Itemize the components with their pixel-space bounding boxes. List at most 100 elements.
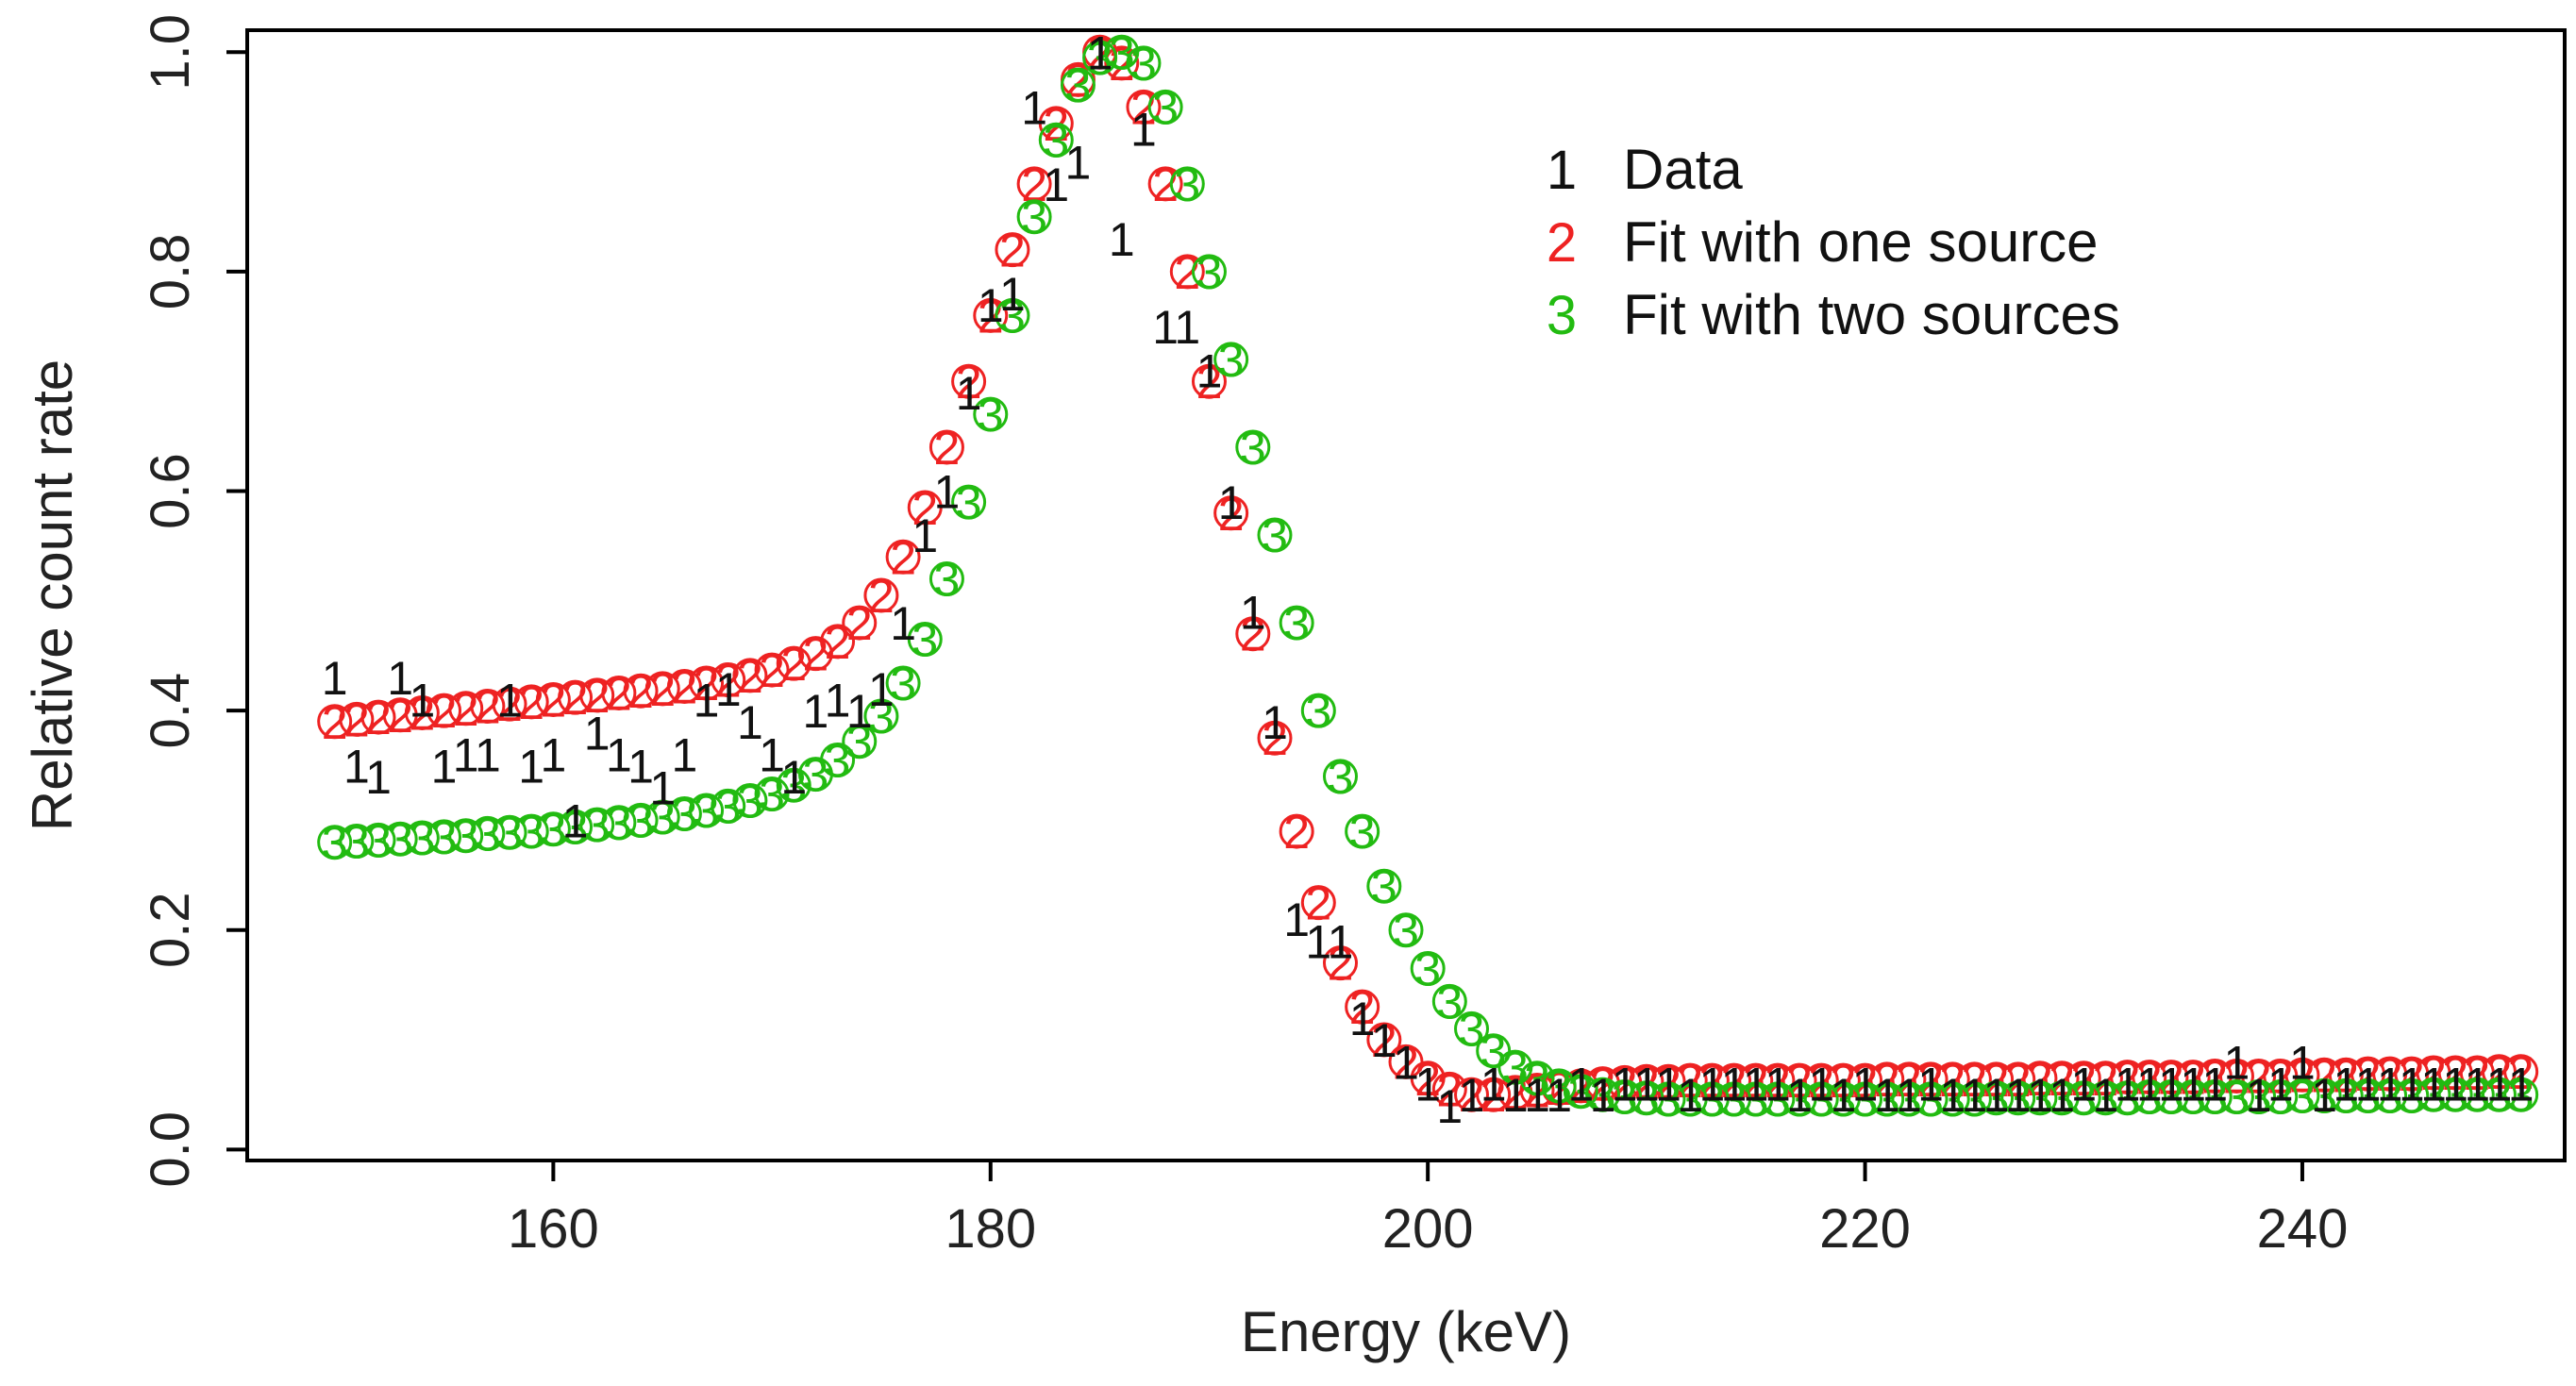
point-marker [2416, 1055, 2451, 1091]
point-label: 1 [1283, 893, 1310, 946]
point-marker [1235, 429, 1271, 465]
point-marker [1257, 720, 1293, 756]
point-marker [1956, 1081, 1992, 1117]
point-label: 1 [1218, 476, 1245, 529]
point-marker [601, 805, 637, 841]
point-marker [1869, 1081, 1905, 1117]
point-label: 2 [606, 668, 632, 721]
point-label: 1 [365, 751, 392, 804]
point-label: 2 [1371, 1014, 1397, 1067]
point-label: 2 [2224, 1050, 2250, 1103]
point-marker [1366, 1022, 1402, 1058]
point-label: 2 [431, 685, 458, 738]
point-label: 2 [1240, 609, 1266, 661]
legend-symbol: 2 [1547, 212, 1577, 274]
point-label: 3 [1808, 1074, 1834, 1127]
point-label: 1 [562, 794, 589, 847]
point-marker [2175, 1079, 2211, 1115]
point-marker [623, 802, 659, 838]
point-label: 3 [2158, 1072, 2184, 1125]
point-label: 3 [1677, 1074, 1703, 1127]
point-label: 1 [1874, 1069, 1900, 1122]
point-marker [2437, 1077, 2473, 1112]
point-label: 2 [2115, 1052, 2141, 1105]
y-axis-title: Relative count rate [21, 359, 84, 831]
point-label: 2 [1939, 1054, 1965, 1107]
point-marker [2087, 1060, 2123, 1096]
point-label: 2 [2267, 1050, 2294, 1103]
point-label: 2 [2158, 1052, 2184, 1105]
point-label: 1 [1349, 993, 1376, 1045]
point-marker [2000, 1061, 2036, 1097]
point-label: 1 [540, 729, 566, 782]
point-label: 1 [2115, 1059, 2141, 1111]
point-label: 2 [1698, 1055, 1725, 1108]
y-axis: 0.0 0.2 0.4 0.6 0.8 1.0 [140, 14, 247, 1188]
point-marker [1781, 1081, 1817, 1117]
point-label: 2 [2246, 1050, 2272, 1103]
point-marker [317, 704, 353, 740]
point-label: 3 [912, 614, 938, 667]
legend-label: Data [1623, 138, 1743, 201]
point-label: 2 [1436, 1063, 1463, 1116]
point-label: 3 [1939, 1074, 1965, 1127]
point-label: 3 [365, 814, 392, 867]
point-marker [1650, 1081, 1686, 1117]
legend-symbol: 1 [1547, 140, 1577, 201]
point-label: 2 [868, 570, 895, 623]
point-marker [535, 811, 571, 847]
point-label: 1 [1567, 1059, 1594, 1111]
point-label: 3 [1393, 905, 1419, 958]
point-marker [1716, 1081, 1752, 1117]
point-label: 3 [934, 554, 961, 607]
point-label: 2 [1677, 1055, 1703, 1108]
point-marker [1454, 1010, 1490, 1046]
point-label: 1 [1917, 1059, 1944, 1111]
point-label: 1 [1677, 1069, 1703, 1122]
x-axis-title: Energy (keV) [1241, 1300, 1571, 1363]
point-label: 2 [1393, 1036, 1419, 1089]
point-marker [1760, 1081, 1796, 1117]
point-marker [1869, 1061, 1905, 1097]
point-marker [579, 677, 615, 713]
point-marker [1497, 1049, 1533, 1085]
point-label: 1 [2136, 1059, 2163, 1111]
point-label: 1 [1830, 1069, 1856, 1122]
point-label: 3 [978, 389, 1004, 442]
point-marker [470, 688, 506, 724]
point-label: 3 [1021, 192, 1047, 244]
point-marker [1913, 1081, 1949, 1117]
point-label: 3 [627, 794, 654, 847]
point-marker [885, 539, 921, 575]
point-label: 3 [1043, 114, 1069, 167]
point-label: 2 [518, 676, 544, 729]
point-label: 3 [2005, 1073, 2032, 1126]
point-label: 3 [2442, 1069, 2468, 1122]
point-marker [1803, 1062, 1839, 1098]
point-label: 3 [518, 806, 544, 859]
point-marker [1410, 1060, 1446, 1096]
point-label: 3 [1305, 685, 1331, 738]
point-label: 3 [1349, 806, 1376, 859]
point-marker [1585, 1077, 1621, 1112]
point-marker [1979, 1061, 2015, 1097]
point-marker [2350, 1077, 2385, 1113]
point-marker [689, 793, 725, 828]
point-label: 3 [584, 799, 611, 852]
point-marker [644, 799, 680, 835]
point-label: 3 [803, 749, 829, 802]
point-label: 1 [1612, 1059, 1638, 1111]
point-marker [2066, 1080, 2101, 1116]
point-label: 2 [365, 692, 392, 744]
point-label: 3 [496, 807, 523, 860]
point-label: 1 [2442, 1059, 2468, 1111]
point-label: 1 [1808, 1059, 1834, 1111]
point-marker [1082, 40, 1118, 75]
legend-label: Fit with two sources [1623, 283, 2120, 346]
point-marker [470, 815, 506, 851]
point-label: 3 [387, 813, 413, 866]
point-label: 1 [2180, 1059, 2206, 1111]
point-marker [513, 684, 549, 720]
point-marker [1760, 1062, 1796, 1098]
point-label: 3 [2311, 1070, 2337, 1123]
